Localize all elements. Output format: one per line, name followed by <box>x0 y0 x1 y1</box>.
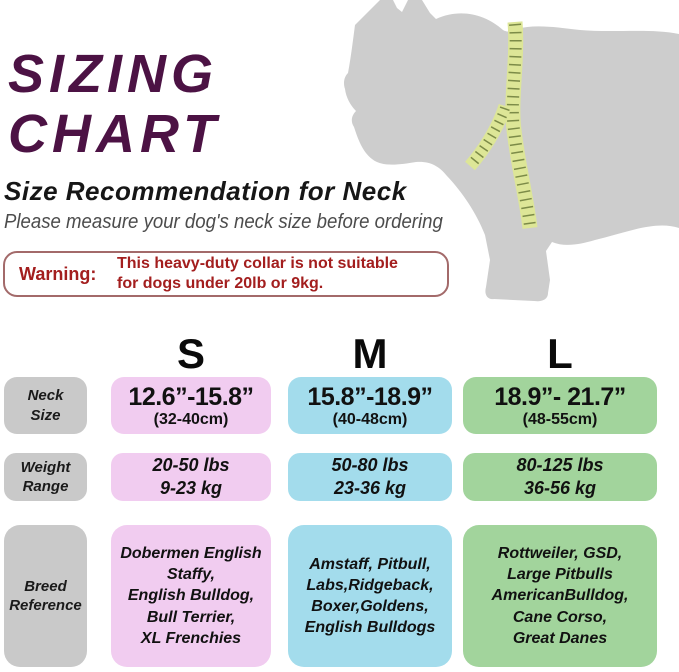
breed-reference-cell-m: Amstaff, Pitbull, Labs,Ridgeback, Boxer,… <box>288 525 452 667</box>
page-title: SIZING CHART <box>8 44 221 164</box>
row-label-breed-reference-text: Breed Reference <box>9 577 82 615</box>
warning-label: Warning: <box>19 263 97 284</box>
weight-s-kg: 9-23 kg <box>159 478 223 498</box>
column-header-l: L <box>547 330 573 377</box>
title-line-2: CHART <box>8 104 221 164</box>
dog-silhouette-with-measuring-tape-icon <box>344 0 679 302</box>
weight-l-lbs: 80-125 lbs <box>516 454 604 475</box>
measuring-tape-loose-end <box>465 103 512 171</box>
row-label-neck-size: Neck Size <box>4 377 87 434</box>
neck-size-s-cm: (32-40cm) <box>153 410 229 428</box>
neck-size-l-inches: 18.9”- 21.7” <box>494 382 626 411</box>
neck-size-cell-l: 18.9”- 21.7” (48-55cm) <box>463 377 657 434</box>
weight-m-kg: 23-36 kg <box>333 478 407 498</box>
weight-range-cell-m: 50-80 lbs 23-36 kg <box>288 453 452 501</box>
breed-list-l: Rottweiler, GSD, Large Pitbulls American… <box>491 545 629 647</box>
row-label-weight-range: Weight Range <box>4 453 87 501</box>
breed-list-m: Amstaff, Pitbull, Labs,Ridgeback, Boxer,… <box>304 555 436 637</box>
neck-size-m-cm: (40-48cm) <box>332 410 408 428</box>
neck-size-l-cm: (48-55cm) <box>522 410 598 428</box>
subtitle: Size Recommendation for Neck <box>4 176 407 206</box>
tagline: Please measure your dog's neck size befo… <box>4 211 443 233</box>
row-label-breed-reference: Breed Reference <box>4 525 87 667</box>
warning-message: This heavy-duty collar is not suitable f… <box>117 255 398 292</box>
breed-reference-cell-s: Dobermen English Staffy, English Bulldog… <box>111 525 271 667</box>
weight-s-lbs: 20-50 lbs <box>152 454 230 475</box>
warning-box: Warning: This heavy-duty collar is not s… <box>3 251 449 297</box>
breed-reference-cell-l: Rottweiler, GSD, Large Pitbulls American… <box>463 525 657 667</box>
neck-size-cell-s: 12.6”-15.8” (32-40cm) <box>111 377 271 434</box>
column-header-s: S <box>176 330 205 377</box>
column-header-m: M <box>352 330 388 377</box>
neck-size-cell-m: 15.8”-18.9” (40-48cm) <box>288 377 452 434</box>
neck-size-m-inches: 15.8”-18.9” <box>307 382 433 411</box>
weight-m-lbs: 50-80 lbs <box>331 454 409 475</box>
weight-range-cell-s: 20-50 lbs 9-23 kg <box>111 453 271 501</box>
row-label-weight-range-text: Weight Range <box>20 458 71 496</box>
title-line-1: SIZING <box>8 44 219 104</box>
weight-range-cell-l: 80-125 lbs 36-56 kg <box>463 453 657 501</box>
neck-size-s-inches: 12.6”-15.8” <box>128 382 254 411</box>
measuring-tape <box>505 21 538 229</box>
row-label-neck-size-text: Neck Size <box>27 387 64 424</box>
breed-list-s: Dobermen English Staffy, English Bulldog… <box>120 545 262 647</box>
weight-l-kg: 36-56 kg <box>523 478 597 498</box>
measuring-tape-loose-end-ticks <box>467 106 510 169</box>
